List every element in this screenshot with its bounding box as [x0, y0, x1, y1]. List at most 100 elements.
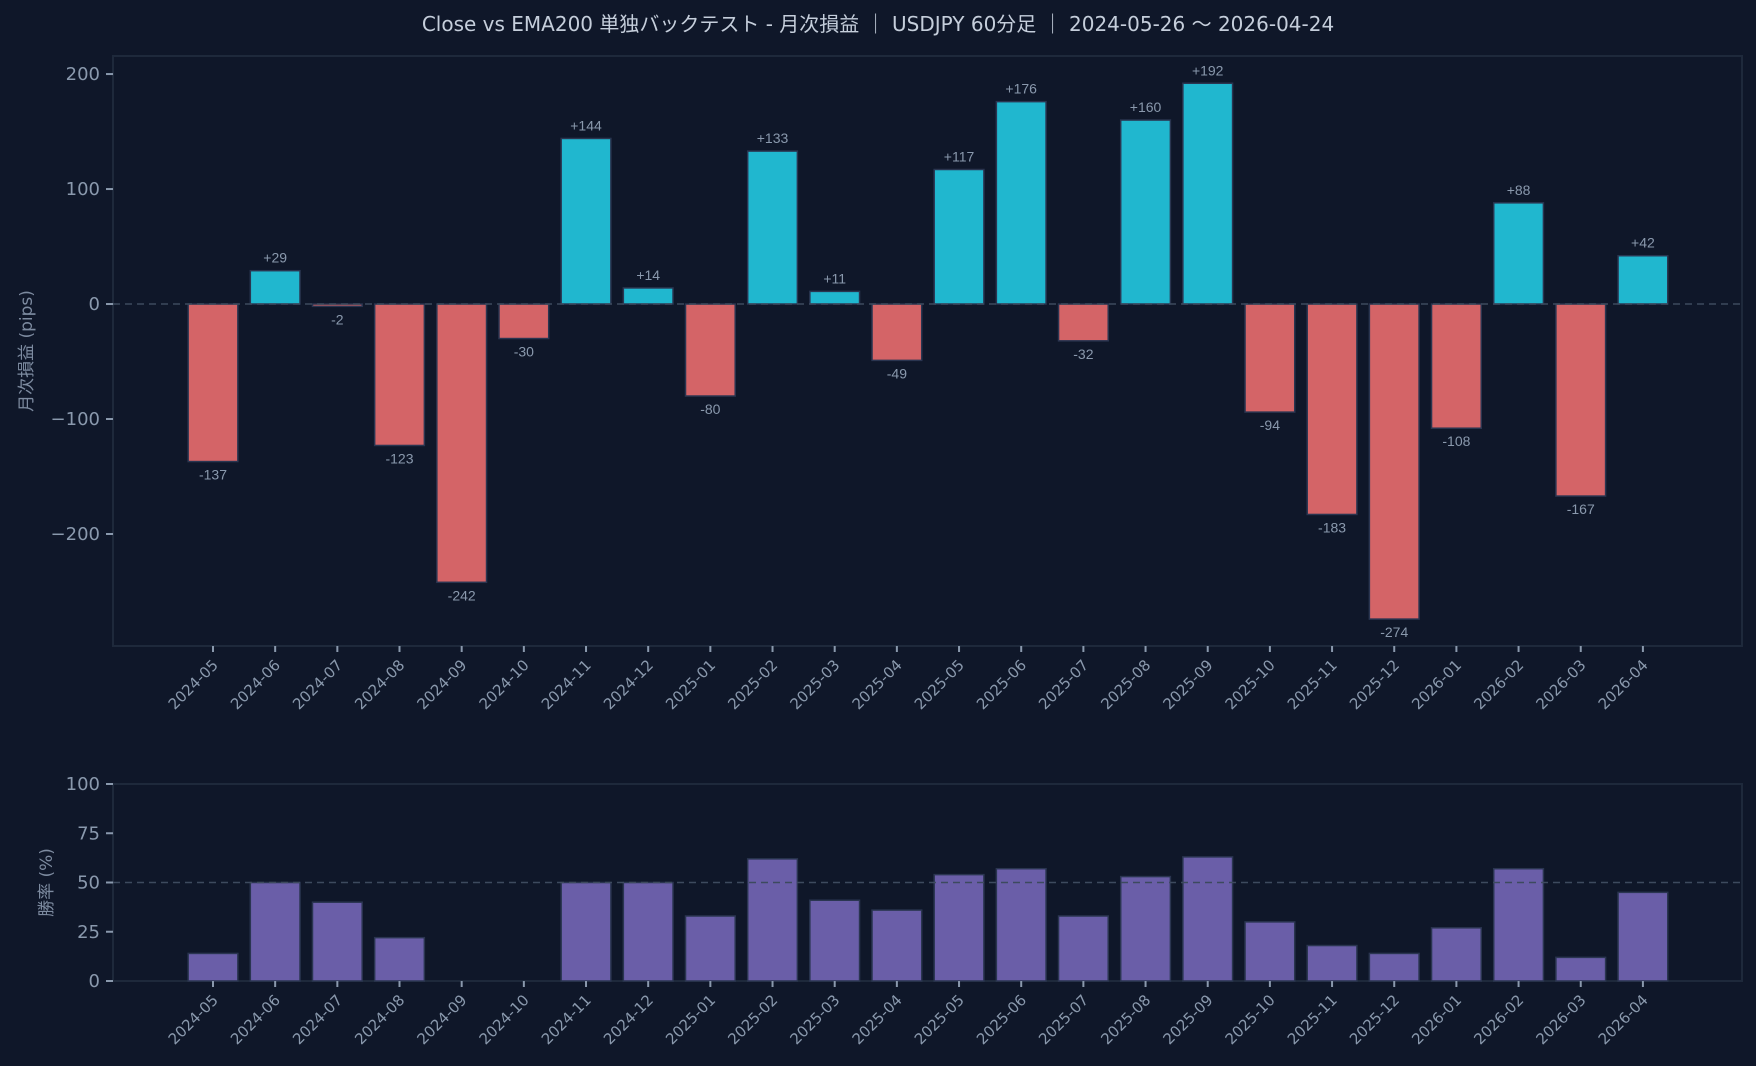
- bar: [436, 303, 488, 584]
- bar-value-label: +133: [757, 130, 789, 146]
- bar: [622, 881, 674, 982]
- bar-value-label: +176: [1005, 81, 1037, 97]
- x-tick-label: 2025-02: [724, 991, 781, 1048]
- bar-value-label: -167: [1567, 501, 1595, 517]
- bar: [1555, 956, 1607, 982]
- bar-value-label: -123: [385, 450, 413, 466]
- bar: [1555, 303, 1607, 497]
- x-tick-label: 2025-04: [849, 656, 906, 713]
- x-tick-label: 2025-05: [911, 656, 968, 713]
- bar: [933, 168, 985, 305]
- y-axis-title: 月次損益 (pips): [17, 290, 37, 412]
- bar-value-label: -80: [700, 401, 720, 417]
- x-tick-label: 2025-01: [662, 991, 719, 1048]
- bar-value-label: -242: [448, 587, 476, 603]
- x-tick-label: 2025-09: [1159, 991, 1216, 1048]
- bar: [1306, 944, 1358, 982]
- bar-value-label: +11: [823, 270, 846, 286]
- x-tick-label: 2025-02: [724, 656, 781, 713]
- bar: [871, 303, 923, 362]
- x-tick-label: 2024-10: [476, 656, 533, 713]
- x-tick-label: 2025-07: [1035, 656, 1092, 713]
- bar: [1244, 303, 1296, 413]
- x-tick-label: 2024-09: [413, 656, 470, 713]
- x-tick-label: 2026-02: [1470, 656, 1527, 713]
- bar: [1119, 875, 1172, 982]
- bar: [1617, 891, 1669, 982]
- bar: [311, 303, 363, 308]
- bar-value-label: -94: [1260, 417, 1280, 433]
- bar: [746, 150, 799, 305]
- x-tick-label: 2025-10: [1222, 991, 1279, 1048]
- bar: [311, 901, 363, 982]
- y-tick-label: 100: [66, 774, 100, 795]
- x-tick-label: 2025-06: [973, 991, 1030, 1048]
- x-tick-label: 2024-11: [538, 656, 595, 713]
- x-tick-label: 2025-05: [911, 991, 968, 1048]
- bar: [684, 303, 736, 397]
- y-tick-label: 25: [77, 922, 100, 943]
- x-tick-label: 2025-11: [1284, 656, 1341, 713]
- x-tick-label: 2024-12: [600, 656, 657, 713]
- bar: [933, 873, 985, 982]
- bar-value-label: -49: [887, 365, 907, 381]
- x-tick-label: 2025-07: [1035, 991, 1092, 1048]
- x-tick-label: 2025-01: [662, 656, 719, 713]
- bar-value-label: +117: [944, 148, 975, 164]
- x-tick-label: 2024-08: [351, 656, 408, 713]
- x-tick-label: 2026-02: [1470, 991, 1527, 1048]
- bar: [622, 287, 674, 305]
- bar: [871, 909, 923, 982]
- y-tick-label: 75: [77, 823, 100, 844]
- x-tick-label: 2025-03: [786, 991, 843, 1048]
- bar: [560, 881, 612, 982]
- bar: [187, 303, 239, 463]
- x-tick-label: 2026-03: [1533, 991, 1590, 1048]
- y-tick-label: −200: [51, 524, 100, 545]
- bar: [249, 269, 301, 305]
- bar-value-label: +88: [1507, 182, 1531, 198]
- x-tick-label: 2025-04: [849, 991, 906, 1048]
- x-tick-label: 2024-05: [165, 656, 222, 713]
- x-tick-label: 2026-01: [1408, 991, 1465, 1048]
- chart-title: Close vs EMA200 単独バックテスト - 月次損益 ｜ USDJPY…: [421, 12, 1335, 36]
- x-tick-label: 2024-06: [227, 656, 284, 713]
- bar: [498, 303, 550, 340]
- monthly-pnl-chart: 200 100 0 −100 −200 月次損益 (pips) -137 2024-05 +29…: [17, 55, 1743, 713]
- bar-value-label: +144: [570, 117, 602, 133]
- x-tick-label: 2026-01: [1408, 656, 1465, 713]
- bar-value-label: -108: [1442, 433, 1470, 449]
- bar: [1182, 82, 1234, 305]
- y-tick-label: 0: [89, 971, 100, 992]
- bar: [187, 952, 239, 982]
- bar-value-label: -137: [199, 467, 227, 483]
- bar: [373, 303, 426, 447]
- x-tick-label: 2026-04: [1595, 656, 1652, 713]
- x-tick-label: 2024-07: [289, 991, 346, 1048]
- x-tick-label: 2025-10: [1222, 656, 1279, 713]
- bar-value-label: -30: [514, 344, 534, 360]
- bar: [1430, 303, 1483, 429]
- x-tick-label: 2025-11: [1284, 991, 1341, 1048]
- bar: [1430, 927, 1483, 982]
- bar: [1057, 915, 1109, 982]
- bar: [995, 867, 1047, 982]
- bar-value-label: +160: [1130, 99, 1162, 115]
- x-tick-label: 2024-11: [538, 991, 595, 1048]
- bar: [1492, 867, 1545, 982]
- x-tick-label: 2025-12: [1346, 991, 1403, 1048]
- x-tick-label: 2025-12: [1346, 656, 1403, 713]
- bar: [746, 858, 799, 982]
- x-tick-label: 2024-09: [413, 991, 470, 1048]
- bar-value-label: -32: [1073, 346, 1093, 362]
- x-tick-label: 2024-05: [165, 991, 222, 1048]
- y-tick-label: 0: [89, 294, 100, 315]
- bar: [1368, 952, 1420, 982]
- bar: [1306, 303, 1358, 516]
- bar: [560, 137, 612, 305]
- y-axis-title: 勝率 (%): [37, 848, 57, 917]
- plot-frame: [112, 55, 1743, 647]
- bar: [373, 936, 426, 982]
